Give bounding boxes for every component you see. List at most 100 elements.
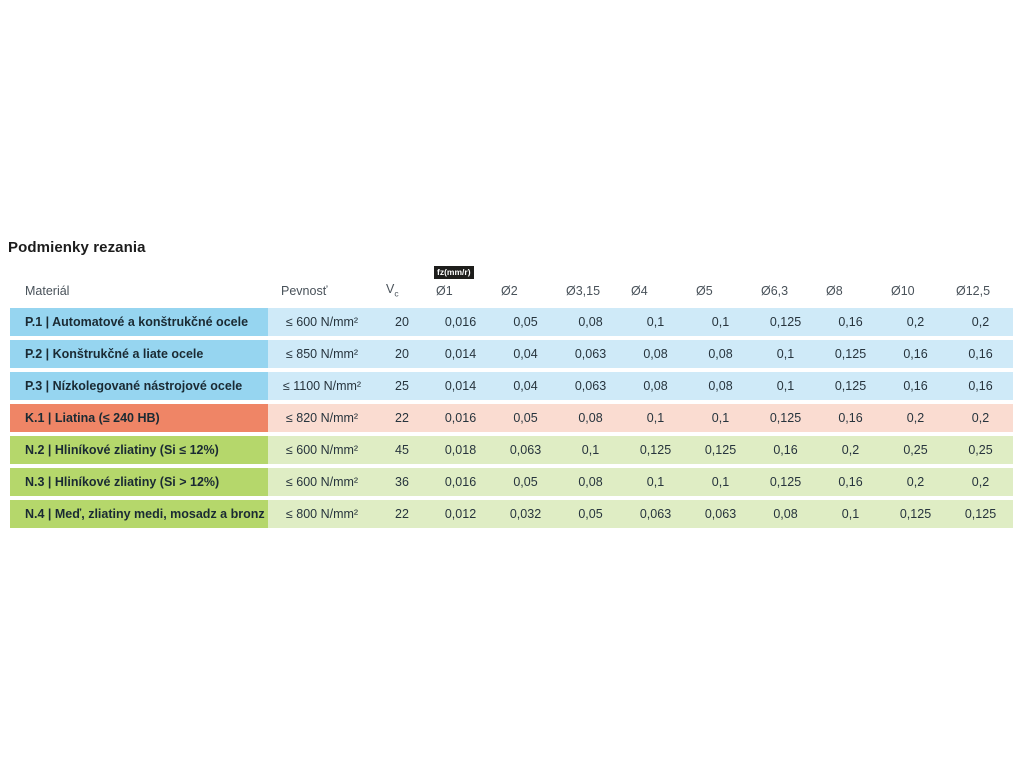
feed-cell: 0,2: [883, 308, 948, 336]
diameter-column-header-3: Ø3,15: [558, 260, 623, 304]
feed-cell: 0,2: [948, 308, 1013, 336]
feed-cell: 0,04: [493, 340, 558, 368]
vc-cell: 45: [376, 436, 428, 464]
material-cell: P.1 | Automatové a konštrukčné ocele: [10, 308, 268, 336]
feed-cell: 0,2: [883, 468, 948, 496]
feed-cell: 0,08: [558, 404, 623, 432]
strength-cell: ≤ 1100 N/mm²: [268, 372, 376, 400]
feed-cell: 0,1: [818, 500, 883, 528]
feed-cell: 0,125: [818, 372, 883, 400]
header-row: Materiál Pevnosť Vc fz(mm/r) Ø1 Ø2 Ø3,15…: [10, 260, 1013, 304]
feed-cell: 0,1: [623, 404, 688, 432]
diameter-column-header-8: Ø10: [883, 260, 948, 304]
feed-cell: 0,014: [428, 372, 493, 400]
table-body: P.1 | Automatové a konštrukčné ocele ≤ 6…: [10, 308, 1013, 528]
feed-cell: 0,2: [883, 404, 948, 432]
diameter-column-header-4: Ø4: [623, 260, 688, 304]
material-cell: K.1 | Liatina (≤ 240 HB): [10, 404, 268, 432]
strength-cell: ≤ 600 N/mm²: [268, 308, 376, 336]
feed-cell: 0,16: [948, 372, 1013, 400]
feed-cell: 0,16: [818, 468, 883, 496]
feed-cell: 0,1: [753, 372, 818, 400]
feed-cell: 0,125: [623, 436, 688, 464]
feed-cell: 0,012: [428, 500, 493, 528]
feed-cell: 0,25: [948, 436, 1013, 464]
feed-cell: 0,04: [493, 372, 558, 400]
material-column-header: Materiál: [10, 260, 268, 304]
strength-cell: ≤ 820 N/mm²: [268, 404, 376, 432]
feed-cell: 0,1: [753, 340, 818, 368]
feed-cell: 0,016: [428, 468, 493, 496]
feed-cell: 0,125: [948, 500, 1013, 528]
strength-cell: ≤ 800 N/mm²: [268, 500, 376, 528]
diameter-column-header-2: Ø2: [493, 260, 558, 304]
feed-cell: 0,05: [493, 468, 558, 496]
feed-cell: 0,25: [883, 436, 948, 464]
cutting-conditions-table: Materiál Pevnosť Vc fz(mm/r) Ø1 Ø2 Ø3,15…: [10, 256, 1013, 532]
feed-cell: 0,2: [948, 468, 1013, 496]
feed-cell: 0,1: [623, 308, 688, 336]
diameter-column-header-5: Ø5: [688, 260, 753, 304]
table-row: P.1 | Automatové a konštrukčné ocele ≤ 6…: [10, 308, 1013, 336]
vc-subscript: c: [394, 288, 399, 299]
feed-cell: 0,014: [428, 340, 493, 368]
feed-cell: 0,125: [883, 500, 948, 528]
feed-cell: 0,08: [558, 468, 623, 496]
feed-cell: 0,063: [558, 372, 623, 400]
feed-cell: 0,16: [753, 436, 818, 464]
feed-cell: 0,016: [428, 404, 493, 432]
table-row: K.1 | Liatina (≤ 240 HB) ≤ 820 N/mm² 22 …: [10, 404, 1013, 432]
strength-cell: ≤ 600 N/mm²: [268, 436, 376, 464]
feed-cell: 0,08: [558, 308, 623, 336]
vc-cell: 22: [376, 404, 428, 432]
feed-cell: 0,08: [753, 500, 818, 528]
feed-cell: 0,16: [883, 372, 948, 400]
feed-cell: 0,063: [688, 500, 753, 528]
feed-cell: 0,16: [818, 404, 883, 432]
vc-cell: 36: [376, 468, 428, 496]
feed-cell: 0,063: [623, 500, 688, 528]
material-cell: P.2 | Konštrukčné a liate ocele: [10, 340, 268, 368]
feed-cell: 0,1: [558, 436, 623, 464]
diameter-column-header-6: Ø6,3: [753, 260, 818, 304]
feed-cell: 0,2: [948, 404, 1013, 432]
table-row: N.3 | Hliníkové zliatiny (Si > 12%) ≤ 60…: [10, 468, 1013, 496]
feed-cell: 0,08: [688, 340, 753, 368]
table-row: P.3 | Nízkolegované nástrojové ocele ≤ 1…: [10, 372, 1013, 400]
cutting-speed-column-header: Vc: [376, 260, 428, 304]
feed-cell: 0,063: [558, 340, 623, 368]
material-cell: N.4 | Meď, zliatiny medi, mosadz a bronz: [10, 500, 268, 528]
table-header: Materiál Pevnosť Vc fz(mm/r) Ø1 Ø2 Ø3,15…: [10, 260, 1013, 304]
diameter-column-header-7: Ø8: [818, 260, 883, 304]
feed-cell: 0,05: [493, 308, 558, 336]
diameter-column-header-1: fz(mm/r) Ø1: [428, 260, 493, 304]
table-row: P.2 | Konštrukčné a liate ocele ≤ 850 N/…: [10, 340, 1013, 368]
feed-cell: 0,05: [558, 500, 623, 528]
feed-cell: 0,125: [753, 404, 818, 432]
feed-cell: 0,2: [818, 436, 883, 464]
feed-cell: 0,125: [818, 340, 883, 368]
feed-cell: 0,1: [623, 468, 688, 496]
table-row: N.2 | Hliníkové zliatiny (Si ≤ 12%) ≤ 60…: [10, 436, 1013, 464]
strength-column-header: Pevnosť: [268, 260, 376, 304]
page-title: Podmienky rezania: [8, 239, 146, 256]
diameter-label: Ø1: [436, 284, 453, 298]
feed-cell: 0,1: [688, 404, 753, 432]
vc-cell: 22: [376, 500, 428, 528]
feed-cell: 0,16: [818, 308, 883, 336]
feed-cell: 0,16: [883, 340, 948, 368]
vc-cell: 20: [376, 340, 428, 368]
material-cell: P.3 | Nízkolegované nástrojové ocele: [10, 372, 268, 400]
feed-cell: 0,063: [493, 436, 558, 464]
fz-unit-badge: fz(mm/r): [434, 266, 474, 279]
feed-cell: 0,125: [688, 436, 753, 464]
feed-cell: 0,1: [688, 308, 753, 336]
feed-cell: 0,08: [688, 372, 753, 400]
material-cell: N.3 | Hliníkové zliatiny (Si > 12%): [10, 468, 268, 496]
vc-symbol: V: [386, 282, 395, 296]
feed-cell: 0,16: [948, 340, 1013, 368]
feed-cell: 0,08: [623, 372, 688, 400]
diameter-column-header-9: Ø12,5: [948, 260, 1013, 304]
feed-cell: 0,1: [688, 468, 753, 496]
